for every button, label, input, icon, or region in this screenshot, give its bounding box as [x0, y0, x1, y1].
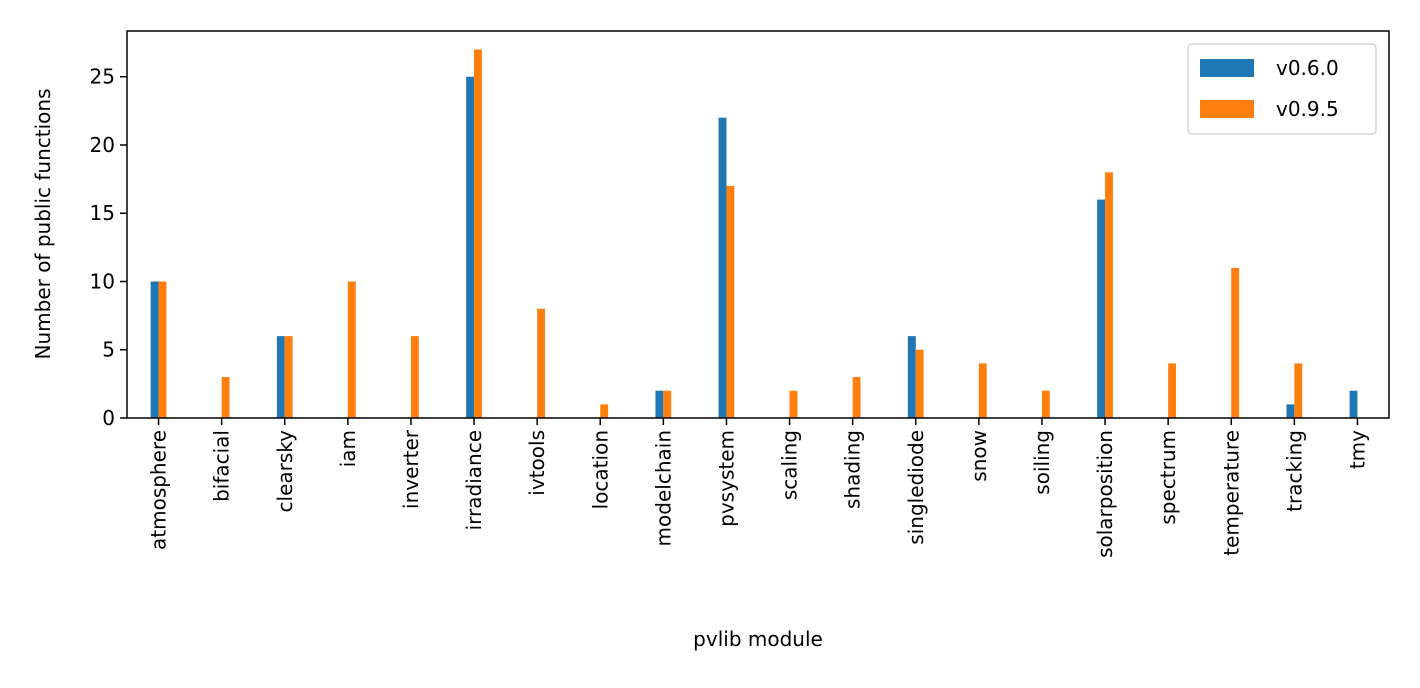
- bar-modelchain-v095: [663, 390, 672, 418]
- bar-tmy-v060: [1349, 390, 1358, 418]
- plot-frame: [126, 30, 1390, 419]
- bar-soiling-v095: [1041, 390, 1050, 418]
- bar-solarposition-v095: [1105, 172, 1113, 418]
- bar-irradiance-v095: [474, 49, 482, 419]
- legend-label-v095: v0.9.5: [1276, 97, 1339, 121]
- y-tick-label-25: 25: [90, 65, 115, 89]
- bar-atmosphere-v060: [150, 281, 159, 418]
- bar-clearsky-v095: [284, 336, 293, 418]
- bar-clearsky-v060: [276, 336, 285, 418]
- bar-shading-v095: [852, 377, 861, 418]
- legend-swatch-v060: [1200, 59, 1254, 77]
- x-tick-label-iam: iam: [336, 430, 360, 467]
- bar-bifacial-v095: [221, 377, 230, 418]
- x-tick-label-tracking: tracking: [1282, 430, 1306, 512]
- y-tick-label-20: 20: [90, 133, 115, 157]
- x-tick-label-soiling: soiling: [1030, 430, 1054, 495]
- bar-scaling-v095: [789, 390, 798, 418]
- legend: v0.6.0 v0.9.5: [1187, 43, 1377, 135]
- bar-snow-v095: [978, 363, 987, 418]
- y-tick-label-5: 5: [102, 338, 115, 362]
- bar-tracking-v095: [1294, 363, 1303, 418]
- x-tick-label-shading: shading: [841, 430, 865, 509]
- y-axis: 0 5 10 15 20 25: [90, 65, 127, 430]
- x-tick-label-snow: snow: [967, 430, 991, 482]
- x-tick-label-tmy: tmy: [1345, 430, 1369, 469]
- bar-modelchain-v060: [655, 390, 664, 418]
- y-tick-label-0: 0: [102, 406, 115, 430]
- x-tick-label-temperature: temperature: [1219, 430, 1243, 556]
- x-tick-label-ivtools: ivtools: [525, 430, 549, 496]
- y-axis-title: Number of public functions: [31, 89, 55, 360]
- bar-spectrum-v095: [1168, 363, 1177, 418]
- x-tick-label-irradiance: irradiance: [462, 430, 486, 530]
- bar-atmosphere-v095: [158, 281, 167, 418]
- x-tick-label-modelchain: modelchain: [651, 430, 675, 546]
- bar-irradiance-v060: [466, 76, 475, 418]
- bar-solarposition-v060: [1097, 199, 1106, 418]
- bar-inverter-v095: [410, 336, 419, 418]
- x-tick-label-solarposition: solarposition: [1093, 430, 1117, 558]
- x-axis-title: pvlib module: [693, 627, 823, 651]
- y-tick-label-10: 10: [90, 269, 115, 293]
- bar-ivtools-v095: [537, 308, 546, 418]
- bar-tracking-v060: [1286, 404, 1295, 418]
- bars-layer: [150, 49, 1358, 419]
- bar-singlediode-v060: [907, 336, 916, 418]
- legend-label-v060: v0.6.0: [1276, 56, 1339, 80]
- x-tick-label-bifacial: bifacial: [210, 430, 234, 502]
- x-tick-label-spectrum: spectrum: [1156, 430, 1180, 525]
- x-tick-label-scaling: scaling: [778, 430, 802, 500]
- x-tick-label-pvsystem: pvsystem: [714, 430, 738, 527]
- bar-temperature-v095: [1231, 267, 1240, 418]
- legend-swatch-v095: [1200, 100, 1254, 118]
- bar-pvsystem-v095: [726, 185, 735, 418]
- x-tick-label-singlediode: singlediode: [904, 430, 928, 545]
- x-tick-label-inverter: inverter: [399, 429, 423, 509]
- bar-iam-v095: [347, 281, 356, 418]
- x-axis: atmosphere bifacial clearsky iam inverter irr…: [147, 418, 1369, 558]
- bar-location-v095: [600, 404, 609, 418]
- x-tick-label-atmosphere: atmosphere: [147, 430, 171, 550]
- bar-singlediode-v095: [915, 349, 924, 418]
- bar-pvsystem-v060: [718, 117, 727, 419]
- y-tick-label-15: 15: [90, 201, 115, 225]
- x-tick-label-location: location: [588, 430, 612, 509]
- x-tick-label-clearsky: clearsky: [273, 430, 297, 513]
